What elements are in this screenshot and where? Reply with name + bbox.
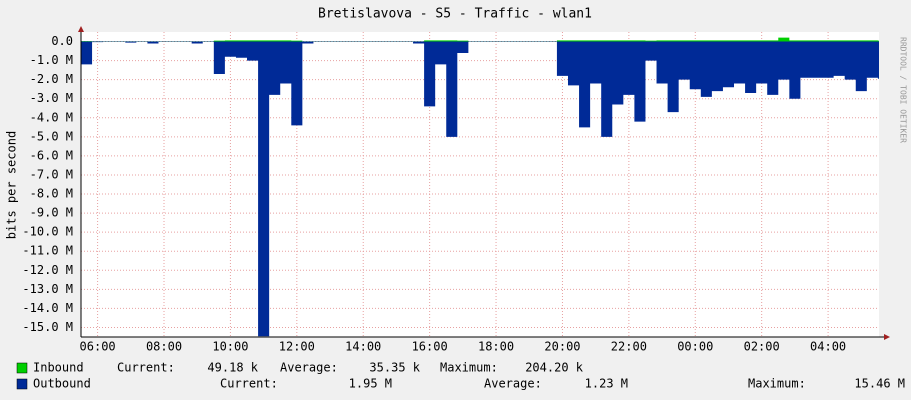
chart-title: Bretislavova - S5 - Traffic - wlan1 <box>318 7 592 22</box>
watermark: RRDTOOL / TOBI OETIKER <box>899 37 908 143</box>
legend-stat-value: 1.23 M <box>585 377 628 391</box>
legend-stat-value: 15.46 M <box>854 377 905 391</box>
x-tick-label: 10:00 <box>212 340 248 354</box>
legend-stat-value: 204.20 k <box>525 361 584 375</box>
legend-stat-label: Maximum: <box>440 361 498 375</box>
x-tick-label: 18:00 <box>478 340 514 354</box>
legend-stat-value: 49.18 k <box>207 361 258 375</box>
legend-stat-label: Maximum: <box>748 377 806 391</box>
y-tick-label: -4.0 M <box>30 110 73 124</box>
legend-stat-label: Average: <box>484 377 542 391</box>
x-tick-label: 06:00 <box>80 340 116 354</box>
y-tick-label: -12.0 M <box>22 263 73 277</box>
y-tick-label: -9.0 M <box>30 206 73 220</box>
y-tick-label: -8.0 M <box>30 187 73 201</box>
y-tick-label: -7.0 M <box>30 167 73 181</box>
legend-stat-value: 35.35 k <box>369 361 420 375</box>
y-axis-arrow <box>78 26 84 32</box>
legend-label: Inbound <box>33 361 84 375</box>
grid <box>81 32 879 337</box>
legend-swatch <box>16 362 28 374</box>
y-tick-label: -6.0 M <box>30 148 73 162</box>
x-tick-label: 14:00 <box>345 340 381 354</box>
marks <box>81 37 879 337</box>
y-tick-label: -1.0 M <box>30 53 73 67</box>
legend-stat-label: Current: <box>220 377 278 391</box>
legend-stat-label: Average: <box>280 361 338 375</box>
labels: 0.0 -1.0 M -2.0 M -3.0 M -4.0 M -5.0 M -6.0 M -… <box>22 34 846 353</box>
x-tick-label: 08:00 <box>146 340 182 354</box>
y-tick-label: -2.0 M <box>30 72 73 86</box>
x-tick-label: 20:00 <box>544 340 580 354</box>
y-tick-label: -14.0 M <box>22 301 73 315</box>
area-series <box>81 41 879 337</box>
x-tick-label: 12:00 <box>279 340 315 354</box>
legend-swatch <box>16 378 28 390</box>
y-tick-label: -10.0 M <box>22 225 73 239</box>
y-tick-label: -15.0 M <box>22 320 73 334</box>
x-tick-label: 04:00 <box>810 340 846 354</box>
legend-stat-label: Current: <box>117 361 175 375</box>
area-series <box>81 37 879 42</box>
x-tick-label: 22:00 <box>611 340 647 354</box>
y-tick-label: -11.0 M <box>22 244 73 258</box>
x-axis-arrow <box>884 334 890 340</box>
x-tick-label: 02:00 <box>744 340 780 354</box>
x-tick-label: 00:00 <box>677 340 713 354</box>
y-tick-label: -5.0 M <box>30 129 73 143</box>
legend-stat-value: 1.95 M <box>349 377 392 391</box>
y-tick-label: 0.0 <box>51 34 73 48</box>
x-tick-label: 16:00 <box>412 340 448 354</box>
y-axis-label: bits per second <box>5 131 19 239</box>
legend-label: Outbound <box>33 377 91 391</box>
y-tick-label: -3.0 M <box>30 91 73 105</box>
y-tick-label: -13.0 M <box>22 282 73 296</box>
